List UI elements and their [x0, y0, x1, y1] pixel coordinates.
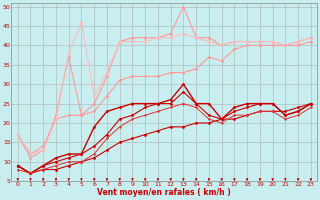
X-axis label: Vent moyen/en rafales ( km/h ): Vent moyen/en rafales ( km/h ) — [97, 188, 231, 197]
